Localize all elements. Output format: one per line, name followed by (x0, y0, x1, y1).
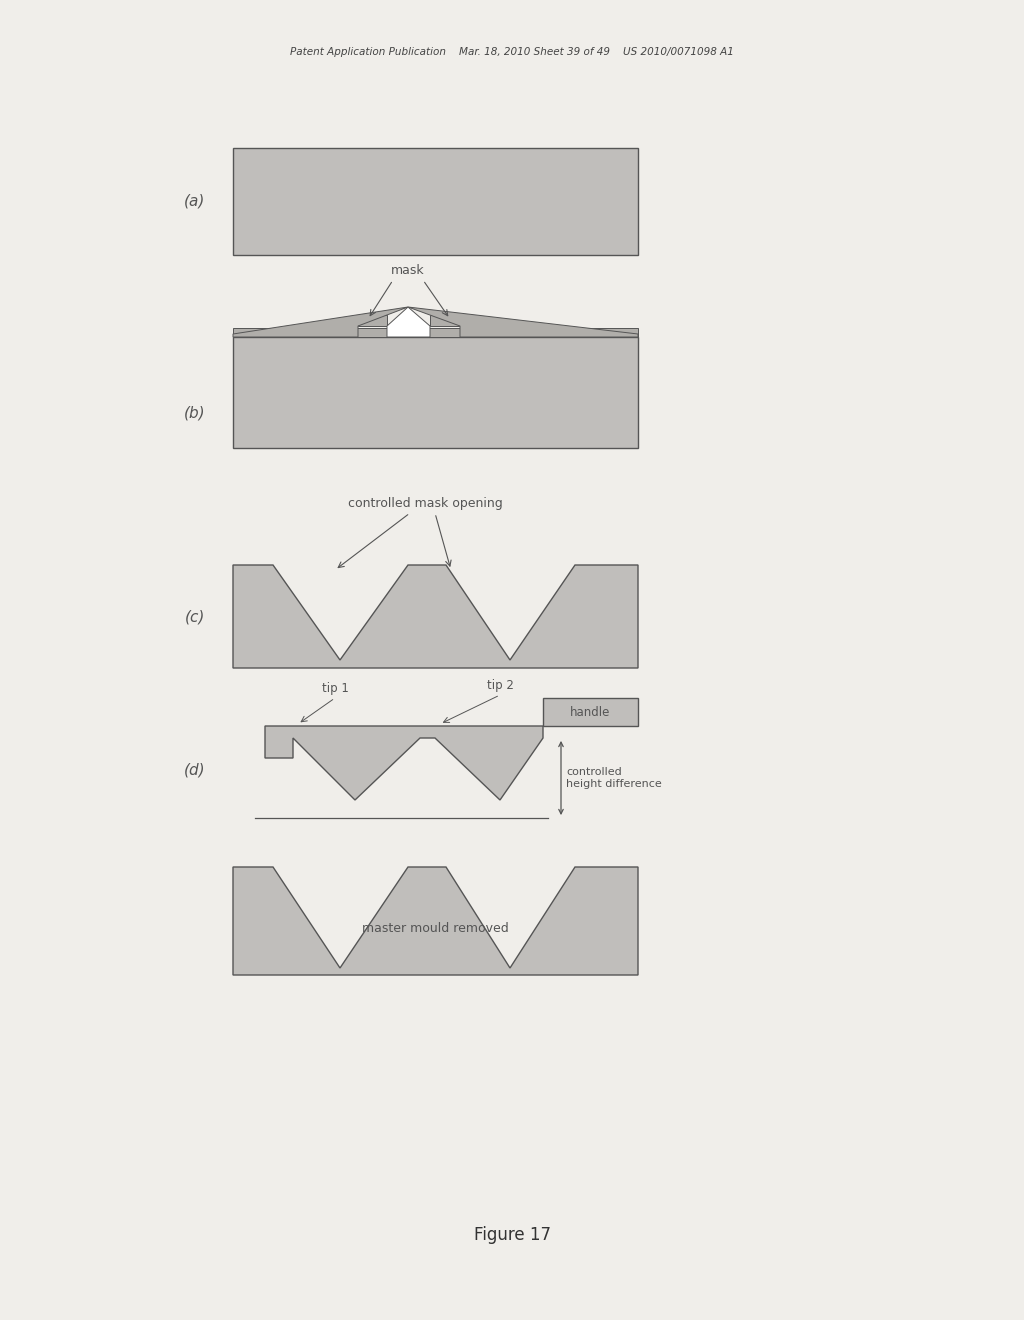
Polygon shape (265, 726, 543, 800)
Bar (543, 698, 638, 726)
Polygon shape (387, 308, 430, 337)
Text: Figure 17: Figure 17 (473, 1226, 551, 1243)
Text: (d): (d) (184, 763, 206, 777)
Bar (233, 327, 638, 337)
Bar (233, 337, 638, 447)
Polygon shape (408, 308, 638, 337)
Text: mask: mask (391, 264, 425, 277)
Bar (358, 315, 387, 326)
Text: (a): (a) (184, 194, 206, 209)
Polygon shape (233, 308, 408, 337)
Text: handle: handle (570, 705, 610, 718)
Text: tip 2: tip 2 (486, 678, 513, 692)
Text: controlled
height difference: controlled height difference (566, 767, 662, 789)
Text: tip 1: tip 1 (322, 682, 348, 696)
Bar (430, 315, 460, 326)
Text: Patent Application Publication    Mar. 18, 2010 Sheet 39 of 49    US 2010/007109: Patent Application Publication Mar. 18, … (290, 48, 734, 57)
Polygon shape (233, 867, 638, 975)
Text: (c): (c) (184, 609, 205, 624)
Polygon shape (233, 565, 638, 668)
Text: (b): (b) (184, 405, 206, 420)
Bar (233, 148, 638, 255)
Text: controlled mask opening: controlled mask opening (347, 498, 503, 510)
Text: master mould removed: master mould removed (362, 923, 509, 936)
